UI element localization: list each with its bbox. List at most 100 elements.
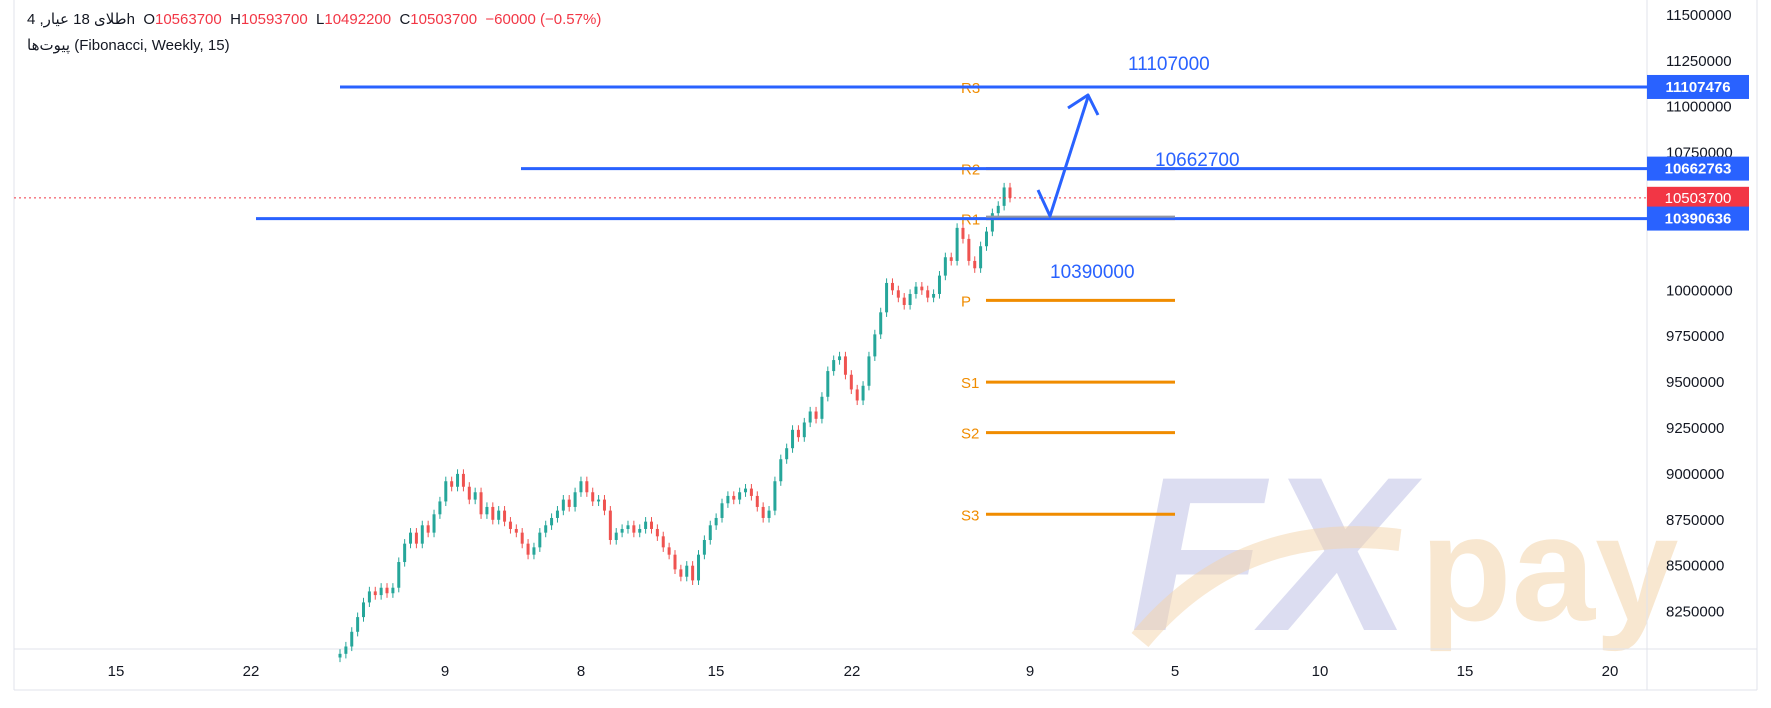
candle-body: [838, 356, 842, 361]
candle-body: [649, 521, 653, 529]
candle-body: [608, 510, 612, 540]
price-labels: 11107476106627631050370003:16:3310390636: [1647, 74, 1749, 231]
candlestick-series: [338, 182, 1012, 663]
candle-body: [409, 532, 413, 544]
candle-body: [420, 525, 424, 544]
candle-body: [397, 562, 401, 588]
candle-body: [973, 260, 977, 269]
candle-body: [832, 360, 836, 372]
y-tick-label: 8250000: [1666, 604, 1724, 621]
candle-body: [761, 506, 765, 518]
close-value: 10503700: [410, 11, 478, 28]
candle-body: [767, 510, 771, 518]
candle-body: [744, 488, 748, 493]
price-tag: [1647, 74, 1749, 99]
candle-body: [867, 356, 871, 386]
candle-body: [391, 587, 395, 594]
candle-body: [561, 499, 565, 511]
candle-body: [632, 525, 636, 533]
y-tick-label: 9000000: [1666, 466, 1724, 483]
arrow-head: [1067, 93, 1100, 116]
candle-body: [779, 459, 783, 482]
candle-body: [620, 528, 624, 533]
candle-body: [720, 503, 724, 518]
x-tick-label: 22: [844, 663, 861, 680]
candle-body: [885, 282, 889, 313]
candle-body: [691, 565, 695, 581]
annotation-label: 10662700: [1155, 150, 1240, 171]
candle-body: [890, 282, 894, 291]
candle-body: [567, 499, 571, 507]
pivot-label-s1: S1: [961, 375, 979, 392]
candle-body: [732, 495, 736, 500]
y-tick-label: 9250000: [1666, 420, 1724, 437]
candle-body: [467, 486, 471, 500]
y-tick-label: 9500000: [1666, 374, 1724, 391]
candle-body: [367, 591, 371, 603]
candle-body: [808, 411, 812, 423]
candle-body: [520, 532, 524, 544]
pivot-label-p: P: [961, 293, 971, 310]
candle-body: [990, 213, 994, 232]
last-price-text: 10503700: [1665, 190, 1732, 207]
chart-frame: [13, 0, 1758, 691]
candle-body: [708, 525, 712, 540]
candle-body: [896, 290, 900, 298]
y-tick-label: 8750000: [1666, 512, 1724, 529]
pivot-label-s3: S3: [961, 507, 979, 524]
candle-body: [1002, 187, 1006, 206]
x-tick-label: 15: [1457, 663, 1474, 680]
indicator-title: پیوت‌ها (Fibonacci, Weekly, 15): [27, 37, 230, 54]
x-axis: 15 22 9 8 15 22 9 5 10 15 20: [108, 663, 1619, 680]
candle-body: [461, 473, 465, 487]
candle-body: [573, 492, 577, 507]
y-tick-label: 11000000: [1666, 99, 1732, 116]
open-label: O: [143, 11, 155, 28]
price-tag-text: 11107476: [1665, 79, 1730, 96]
candle-body: [879, 312, 883, 335]
candle-body: [943, 257, 947, 276]
candle-body: [503, 510, 507, 522]
candle-body: [967, 238, 971, 261]
high-value: 10593700: [240, 11, 308, 28]
candle-body: [826, 371, 830, 397]
candle-body: [508, 521, 512, 529]
y-tick-label: 8500000: [1666, 558, 1724, 575]
candle-body: [550, 517, 554, 526]
candle-body: [908, 293, 912, 305]
high-label: H: [230, 11, 241, 28]
indicator-legend[interactable]: پیوت‌ها (Fibonacci, Weekly, 15): [27, 36, 230, 54]
candle-body: [785, 448, 789, 460]
candle-body: [961, 227, 965, 239]
candle-body: [984, 231, 988, 247]
candle-body: [644, 521, 648, 529]
candle-body: [514, 528, 518, 533]
price-tag-text: 10390636: [1665, 211, 1732, 228]
candle-body: [579, 481, 583, 493]
candle-body: [473, 492, 477, 500]
candle-body: [1008, 187, 1012, 198]
candle-body: [544, 525, 548, 533]
drawn-lines[interactable]: [14, 85, 1647, 221]
candle-body: [796, 429, 800, 438]
price-tag-text: 10662763: [1665, 161, 1732, 178]
candle-body: [937, 275, 941, 294]
annotation-label: 10390000: [1050, 262, 1135, 283]
candle-body: [538, 532, 542, 548]
candle-body: [491, 506, 495, 520]
candle-body: [614, 532, 618, 540]
candle-body: [926, 290, 930, 298]
candle-body: [626, 525, 630, 529]
candle-body: [979, 246, 983, 269]
candle-body: [385, 587, 389, 594]
candle-body: [697, 554, 701, 581]
change-value: −60000 (−0.57%): [485, 11, 602, 28]
candle-body: [861, 385, 865, 401]
candle-body: [444, 481, 448, 502]
candle-body: [485, 506, 489, 515]
candle-body: [914, 286, 918, 294]
candle-body: [802, 422, 806, 438]
candle-body: [996, 205, 1000, 214]
